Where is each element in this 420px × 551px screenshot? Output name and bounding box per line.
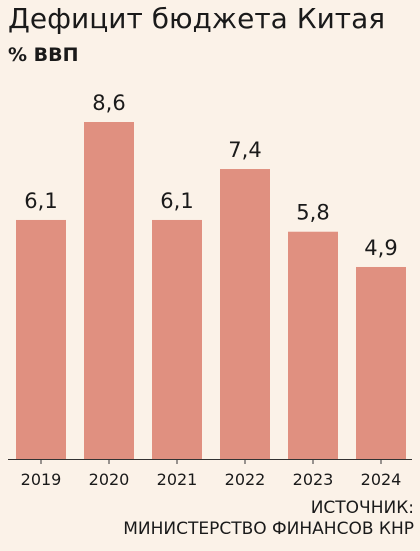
x-tick-label-2023: 2023 <box>293 470 334 489</box>
value-label-2020: 8,6 <box>92 91 125 115</box>
value-label-2021: 6,1 <box>160 189 193 213</box>
value-label-2019: 6,1 <box>24 189 57 213</box>
source-note: ИСТОЧНИК: МИНИСТЕРСТВО ФИНАНСОВ КНР <box>123 498 414 540</box>
source-text: МИНИСТЕРСТВО ФИНАНСОВ КНР <box>123 519 414 539</box>
bar-2021 <box>152 219 202 459</box>
x-tick-label-2020: 2020 <box>89 470 130 489</box>
bar-2022 <box>220 169 270 459</box>
source-label: ИСТОЧНИК: <box>310 498 414 518</box>
chart-subtitle: % ВВП <box>8 44 79 66</box>
x-tick-label-2019: 2019 <box>21 470 62 489</box>
bar-2019 <box>16 219 66 459</box>
value-label-2023: 5,8 <box>296 201 329 225</box>
value-label-2024: 4,9 <box>364 236 397 260</box>
value-label-2022: 7,4 <box>228 138 261 162</box>
x-tick-label-2024: 2024 <box>361 470 402 489</box>
x-tick-label-2022: 2022 <box>225 470 266 489</box>
x-tick-label-2021: 2021 <box>157 470 198 489</box>
chart-title: Дефицит бюджета Китая <box>8 2 386 35</box>
bar-2023 <box>288 231 338 459</box>
bar-2020 <box>84 122 134 459</box>
bar-2024 <box>356 266 406 459</box>
